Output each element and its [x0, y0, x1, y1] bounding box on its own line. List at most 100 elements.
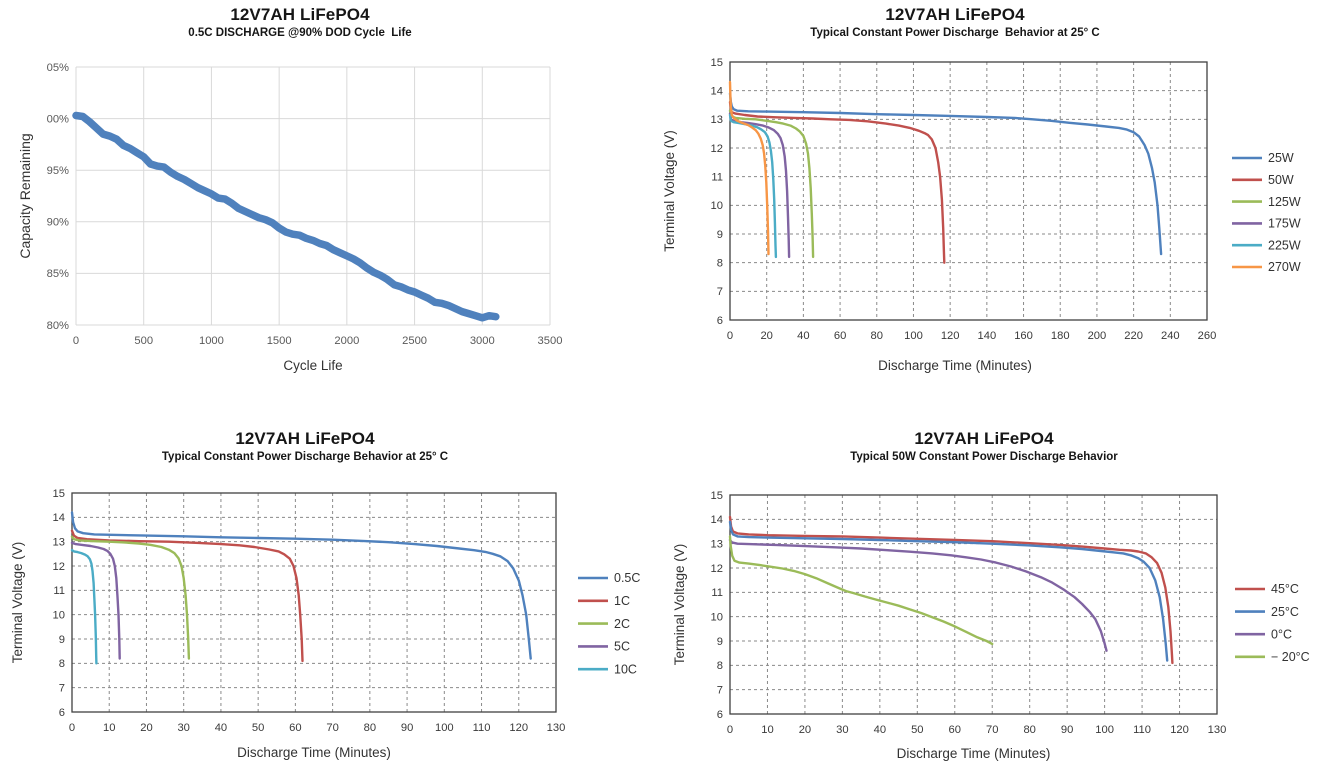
x-tick-label: 90	[401, 722, 413, 734]
c-rate-25c-chart: 0 10 20 30 40 50 60 70 80 90 100 110 120 130 6 7 8 9 10 11 1…	[10, 488, 640, 760]
y-tick-label: 13	[53, 536, 65, 548]
series-25W	[728, 92, 1163, 256]
x-tick-label: 2000	[334, 335, 359, 347]
legend-label: 0.5C	[614, 571, 640, 585]
series-225W	[728, 113, 778, 259]
constant-power-25c-chart: 0 20 40 60 80 100 120 140 160 180 200 220 240 260 6 7 8 9…	[662, 57, 1301, 373]
x-tick-label: 40	[797, 330, 809, 342]
legend-label: 125W	[1268, 195, 1301, 209]
x-tick-label: 180	[1051, 330, 1070, 342]
x-axis-title: Discharge Time (Minutes)	[237, 745, 391, 760]
x-tick-label: 160	[1014, 330, 1033, 342]
y-tick-label: 13	[711, 114, 723, 126]
x-tick-label: 20	[760, 330, 772, 342]
x-tick-label: 60	[834, 330, 846, 342]
x-tick-label: 130	[547, 722, 566, 734]
x-tick-label: 100	[435, 722, 454, 734]
chart-panel-c-rate: 12V7AH LiFePO4 Typical Constant Power Di…	[0, 400, 660, 772]
legend-label: 2C	[614, 617, 630, 631]
y-tick-label: 85%	[47, 268, 69, 280]
plot-border	[729, 494, 1218, 715]
x-tick-label: 80	[364, 722, 376, 734]
x-tick-label: 200	[1088, 330, 1107, 342]
x-tick-label: 60	[949, 724, 961, 736]
x-tick-label: 3500	[538, 335, 563, 347]
x-tick-label: 20	[799, 724, 811, 736]
series-125W	[728, 109, 815, 259]
series-2C	[70, 535, 191, 660]
chart-panel-temperature: 12V7AH LiFePO4 Typical 50W Constant Powe…	[664, 400, 1328, 772]
y-tick-label: 13	[711, 538, 723, 550]
y-tick-label: 15	[711, 490, 723, 502]
y-tick-labels: 80% 85% 90% 95% 100% 105%	[40, 62, 70, 332]
chart-panel-constant-power: 12V7AH LiFePO4 Typical Constant Power Di…	[660, 0, 1328, 400]
plot-border	[729, 61, 1208, 321]
x-tick-label: 120	[509, 722, 528, 734]
y-tick-label: 8	[717, 257, 723, 269]
legend: 45°C 25°C 0°C − 20°C	[1235, 582, 1310, 664]
legend-label: 0°C	[1271, 627, 1292, 641]
y-tick-label: 105%	[40, 62, 69, 74]
y-tick-label: 7	[59, 682, 65, 694]
y-tick-label: 14	[53, 512, 65, 524]
series-0.5C	[70, 511, 532, 660]
x-tick-label: 1000	[199, 335, 224, 347]
x-tick-label: 70	[986, 724, 998, 736]
y-tick-label: 90%	[47, 217, 69, 229]
y-axis-title: Terminal Voltage (V)	[672, 544, 687, 666]
x-tick-label: 110	[1133, 724, 1151, 736]
y-tick-label: 10	[53, 609, 65, 621]
x-tick-label: 70	[326, 722, 338, 734]
x-tick-label: 20	[140, 722, 152, 734]
x-tick-label: 0	[73, 335, 79, 347]
x-tick-label: 10	[103, 722, 115, 734]
legend: 0.5C 1C 2C 5C 10C	[578, 571, 640, 676]
x-tick-label: 80	[871, 330, 883, 342]
x-tick-label: 30	[836, 724, 848, 736]
x-tick-label: 100	[1095, 724, 1114, 736]
y-tick-label: 8	[59, 658, 65, 670]
y-tick-label: 15	[711, 57, 723, 69]
series-0°C	[728, 538, 1108, 652]
x-tick-label: 240	[1161, 330, 1180, 342]
legend-label: 25°C	[1271, 605, 1299, 619]
x-tick-label: 0	[69, 722, 75, 734]
legend-label: 45°C	[1271, 582, 1299, 596]
y-axis-title: Capacity Remaining	[17, 133, 33, 258]
x-tick-label: 3000	[470, 335, 495, 347]
x-tick-label: 120	[1170, 724, 1189, 736]
x-tick-label: 0	[727, 724, 733, 736]
x-tick-label: 40	[215, 722, 227, 734]
y-axis-title: Terminal Voltage (V)	[662, 130, 677, 252]
legend-label: 1C	[614, 594, 630, 608]
cycle-life-chart: 0 500 1000 1500 2000 2500 3000 3500 80% 85% 90% 95%…	[17, 62, 563, 373]
series-25°C	[728, 520, 1169, 662]
y-tick-label: 100%	[40, 113, 69, 125]
series-5C	[70, 541, 121, 660]
x-tick-label: 60	[289, 722, 301, 734]
y-tick-label: 9	[717, 636, 723, 648]
y-tick-label: 10	[711, 611, 723, 623]
x-tick-label: 500	[134, 335, 153, 347]
x-tick-label: 50	[252, 722, 264, 734]
y-tick-label: 6	[717, 315, 723, 327]
series-50W	[728, 100, 946, 264]
series-1C	[70, 529, 304, 663]
y-tick-label: 7	[717, 286, 723, 298]
series-− 20°C	[728, 535, 994, 646]
x-tick-label: 100	[904, 330, 923, 342]
y-tick-label: 9	[717, 229, 723, 241]
y-tick-label: 95%	[47, 165, 69, 177]
series-10C	[70, 549, 98, 665]
temp-50w-chart: 0 10 20 30 40 50 60 70 80 90 100 110 120 130 6 7 8 9 10 11 1…	[672, 490, 1310, 761]
series-45°C	[728, 515, 1174, 665]
x-tick-label: 130	[1208, 724, 1227, 736]
x-tick-label: 110	[473, 722, 491, 734]
x-tick-label: 50	[911, 724, 923, 736]
plot-border	[71, 492, 557, 713]
y-tick-label: 11	[711, 171, 723, 183]
y-tick-label: 14	[711, 514, 723, 526]
x-axis-title: Discharge Time (Minutes)	[897, 746, 1051, 761]
x-tick-label: 10	[761, 724, 773, 736]
